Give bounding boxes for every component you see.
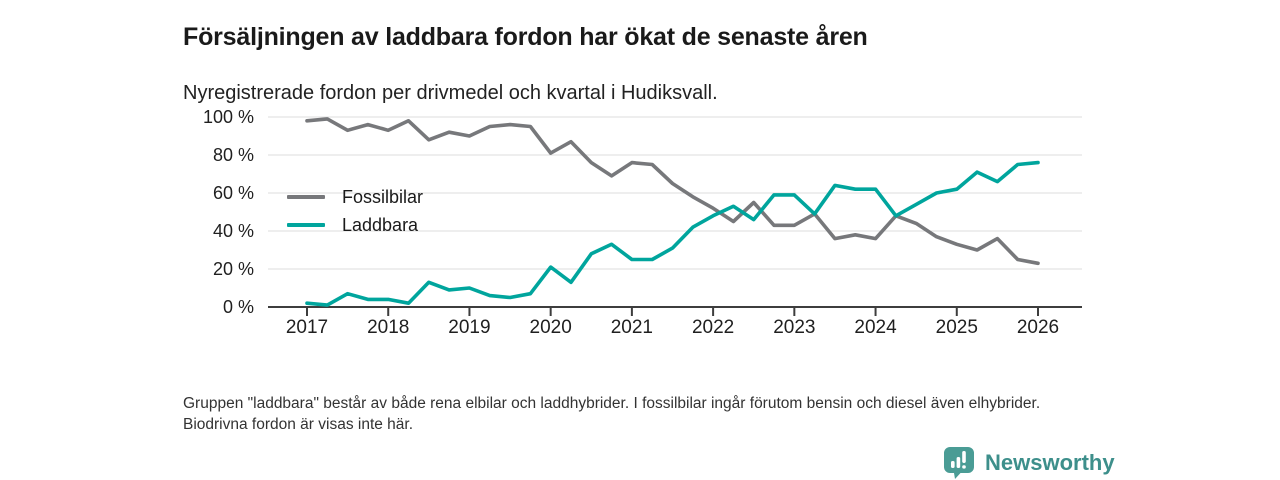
newsworthy-logo-text: Newsworthy <box>985 449 1115 475</box>
y-tick-label: 20 % <box>212 259 254 279</box>
x-tick-label: 2023 <box>773 317 816 338</box>
legend-item-laddbara: Laddbara <box>287 211 423 239</box>
chart-subtitle: Nyregistrerade fordon per drivmedel och … <box>183 82 718 104</box>
x-tick-label: 2021 <box>610 317 654 338</box>
legend-item-fossilbilar: Fossilbilar <box>287 183 423 211</box>
fossilbilar-line-swatch <box>287 195 325 199</box>
x-tick-label: 2022 <box>691 317 735 338</box>
y-tick-label: 60 % <box>212 183 254 203</box>
chart-footnote: Gruppen "laddbara" består av både rena e… <box>183 394 1041 433</box>
laddbara-line-swatch <box>287 223 325 227</box>
x-tick-label: 2025 <box>935 317 978 338</box>
chart-legend: Fossilbilar Laddbara <box>287 183 423 239</box>
x-tick-label: 2017 <box>285 317 329 338</box>
x-tick-label: 2026 <box>1016 317 1060 338</box>
y-tick-label: 40 % <box>212 221 254 241</box>
y-tick-label: 100 % <box>202 107 254 127</box>
laddbara-line <box>305 160 1040 307</box>
legend-label-fossilbilar: Fossilbilar <box>342 186 424 207</box>
legend-label-laddbara: Laddbara <box>342 214 419 235</box>
page-title: Försäljningen av laddbara fordon har öka… <box>183 22 868 51</box>
x-tick-label: 2024 <box>854 317 897 338</box>
x-tick-label: 2020 <box>529 317 572 338</box>
newsworthy-logo[interactable]: Newsworthy <box>943 446 1115 479</box>
fossilbilar-line <box>305 117 1040 266</box>
y-tick-label: 0 % <box>222 297 254 317</box>
newsworthy-icon <box>944 447 974 479</box>
x-tick-label: 2019 <box>448 317 491 338</box>
x-tick-label: 2018 <box>367 317 410 338</box>
y-tick-label: 80 % <box>212 145 254 165</box>
